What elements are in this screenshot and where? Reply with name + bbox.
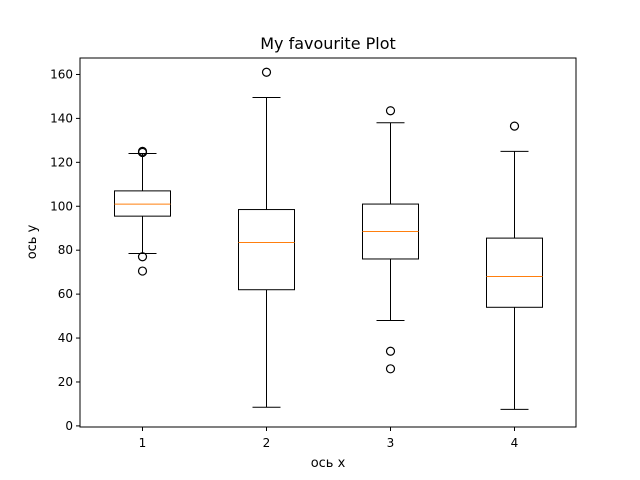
x-tick-label: 3 bbox=[387, 436, 395, 450]
outlier-point bbox=[385, 364, 396, 374]
y-tick-label: 160 bbox=[50, 67, 73, 81]
x-tick-label: 1 bbox=[139, 436, 147, 450]
outlier-point bbox=[137, 266, 148, 276]
x-tick-label: 4 bbox=[511, 436, 519, 450]
chart-title: My favourite Plot bbox=[260, 34, 396, 53]
outlier-point bbox=[137, 146, 148, 156]
box-group-4 bbox=[486, 121, 543, 410]
box-iqr bbox=[486, 237, 543, 308]
y-tick-label: 80 bbox=[58, 243, 73, 257]
y-tick-label: 100 bbox=[50, 199, 73, 213]
box-group-3 bbox=[362, 106, 419, 374]
y-tick-label: 60 bbox=[58, 287, 73, 301]
box-group-2 bbox=[238, 67, 295, 408]
x-axis: 1 2 3 4 bbox=[139, 427, 519, 450]
outlier-point bbox=[137, 252, 148, 262]
plot-frame bbox=[79, 57, 577, 428]
y-axis-label: ось y bbox=[25, 224, 40, 259]
plot-area bbox=[114, 67, 543, 410]
outlier-point bbox=[385, 346, 396, 356]
y-tick-label: 20 bbox=[58, 375, 73, 389]
y-tick-label: 0 bbox=[65, 419, 73, 433]
x-tick-label: 2 bbox=[263, 436, 271, 450]
box-iqr bbox=[114, 190, 171, 217]
outlier-point bbox=[385, 106, 396, 116]
x-axis-label: ось x bbox=[311, 456, 346, 471]
outlier-point bbox=[261, 67, 272, 77]
y-tick-label: 140 bbox=[50, 111, 73, 125]
y-tick-label: 40 bbox=[58, 331, 73, 345]
y-tick-label: 120 bbox=[50, 155, 73, 169]
y-axis: 0 20 40 60 80 100 120 140 160 bbox=[50, 67, 80, 433]
box-iqr bbox=[238, 209, 295, 291]
box-group-1 bbox=[114, 146, 171, 276]
outlier-point bbox=[509, 121, 520, 131]
